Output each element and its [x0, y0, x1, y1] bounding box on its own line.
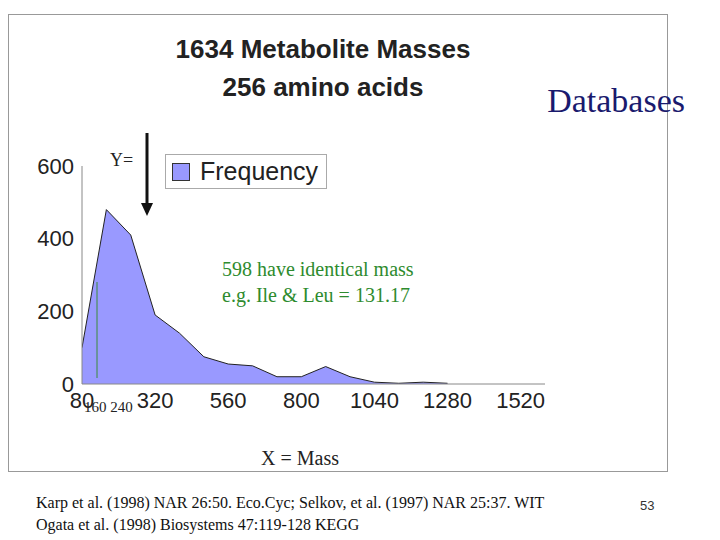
html-text:160 240: 160 240: [84, 399, 133, 415]
html-text:Databases: Databases: [547, 82, 685, 119]
html-text:Y=: Y=: [110, 150, 134, 170]
svg-text:200: 200: [37, 299, 74, 324]
html-text:X = Mass: X = Mass: [261, 447, 339, 469]
svg-text:560: 560: [210, 388, 247, 413]
svg-text:0: 0: [62, 372, 74, 397]
html-text:53: 53: [640, 498, 655, 513]
svg-text:1520: 1520: [496, 388, 545, 413]
svg-text:600: 600: [37, 154, 74, 179]
svg-text:80: 80: [69, 387, 95, 413]
html-text:1634 Metabolite Masses: 1634 Metabolite Masses: [175, 34, 471, 64]
html-text:Frequency: Frequency: [200, 157, 319, 185]
html-text:Karp et al. (1998) NAR 26:50.: Karp et al. (1998) NAR 26:50. Eco.Cyc; S…: [36, 494, 545, 511]
html-text:256 amino acids: 256 amino acids: [222, 72, 424, 102]
svg-text:400: 400: [37, 226, 74, 251]
svg-text:320: 320: [137, 388, 174, 413]
html-text:e.g. Ile & Leu = 131.17: e.g. Ile & Leu = 131.17: [222, 284, 410, 306]
html-text:598 have identical mass: 598 have identical mass: [222, 258, 414, 280]
svg-text:1280: 1280: [423, 388, 472, 413]
html-text:Ogata et al. (1998) Biosystems: Ogata et al. (1998) Biosystems 47:119-12…: [36, 516, 360, 533]
svg-text:800: 800: [283, 388, 320, 413]
svg-text:1040: 1040: [350, 388, 399, 413]
